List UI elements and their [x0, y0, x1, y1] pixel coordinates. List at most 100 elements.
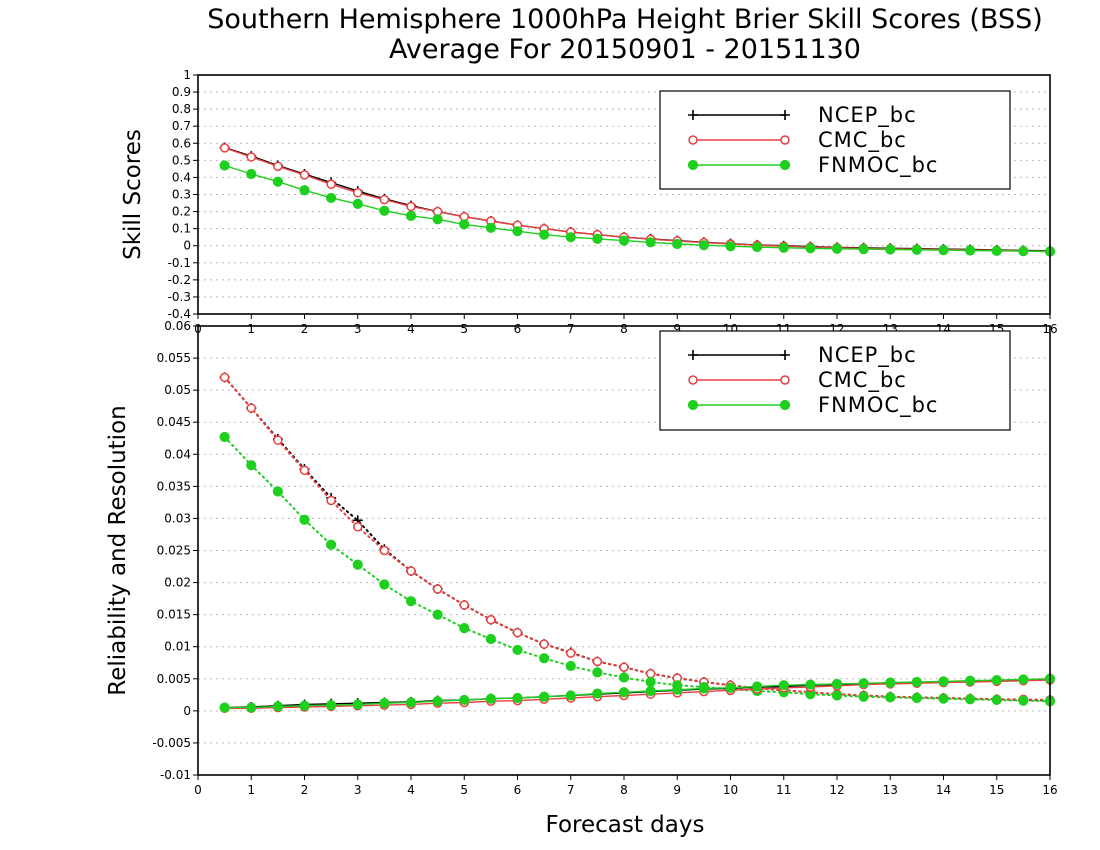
- data-point: [698, 240, 709, 251]
- data-point: [379, 579, 390, 590]
- x-tick-label: 3: [354, 322, 362, 336]
- data-point: [485, 222, 496, 233]
- data-point: [566, 648, 576, 658]
- legend-label: NCEP_bc: [818, 343, 917, 368]
- x-tick-label: 7: [567, 783, 575, 797]
- legend-label: FNMOC_bc: [818, 153, 938, 178]
- y-tick-label: 0.5: [172, 153, 191, 167]
- data-point: [512, 644, 523, 656]
- x-tick-label: 0: [194, 783, 202, 797]
- x-tick-label: 7: [567, 322, 575, 336]
- x-tick-label: 1: [247, 783, 255, 797]
- data-point: [725, 682, 736, 693]
- data-point: [618, 687, 630, 698]
- y-tick-label: 0.025: [157, 544, 191, 558]
- data-point: [299, 170, 310, 180]
- y-tick-label: 1: [183, 68, 191, 82]
- data-point: [272, 701, 283, 712]
- series-line: [223, 436, 1051, 703]
- data-point: [219, 372, 230, 383]
- data-point: [326, 539, 337, 550]
- y-tick-label: 0.005: [157, 672, 191, 686]
- y-tick-label: 0.055: [157, 351, 191, 365]
- data-point: [273, 435, 283, 445]
- chart-title-line1: Southern Hemisphere 1000hPa Height Brier…: [207, 4, 1043, 35]
- x-tick-label: 9: [673, 322, 681, 336]
- x-tick-label: 9: [673, 783, 681, 797]
- data-point: [965, 675, 976, 686]
- x-tick-label: 10: [723, 783, 738, 797]
- data-point: [485, 633, 496, 645]
- chart-title-line2: Average For 20150901 - 20151130: [389, 34, 861, 65]
- data-point: [432, 214, 443, 225]
- data-point: [512, 692, 523, 704]
- data-point: [911, 244, 922, 255]
- data-point: [805, 243, 816, 254]
- y-tick-label: 0.04: [164, 447, 191, 461]
- data-point: [938, 676, 949, 687]
- data-point: [379, 194, 390, 205]
- data-point: [539, 691, 550, 702]
- data-point: [831, 690, 843, 701]
- data-point: [592, 688, 603, 699]
- y-tick-label: 0.05: [164, 383, 191, 397]
- x-tick-label: 6: [514, 322, 522, 336]
- data-point: [752, 681, 763, 692]
- data-point: [432, 696, 443, 707]
- data-point: [805, 679, 816, 690]
- data-point: [618, 235, 630, 246]
- data-point: [752, 241, 763, 253]
- y-axis-label: Skill Scores: [120, 129, 146, 260]
- x-tick-label: 8: [620, 783, 628, 797]
- legend-marker: [780, 375, 790, 385]
- data-point: [512, 226, 523, 237]
- skill-scores-panel: -0.4 -0.3 -0.2 -0.1 0 0.1 0.2 0.3 0.4 0.5 0.6 0.7 0.…: [120, 68, 1058, 336]
- y-tick-label: 0.7: [172, 119, 191, 133]
- data-point: [858, 691, 869, 702]
- data-point: [459, 600, 469, 610]
- data-point: [379, 698, 390, 709]
- data-point: [672, 238, 683, 250]
- y-tick-label: 0.03: [164, 511, 191, 525]
- x-tick-label: 4: [407, 783, 415, 797]
- x-tick-label: 12: [829, 783, 844, 797]
- data-point: [645, 668, 656, 679]
- data-point: [858, 678, 869, 689]
- x-tick-label: 5: [460, 322, 468, 336]
- data-point: [246, 702, 257, 713]
- legend-marker: [688, 375, 698, 385]
- data-point: [299, 185, 310, 196]
- data-point: [1018, 674, 1029, 685]
- y-tick-label: 0: [183, 239, 191, 253]
- data-point: [672, 684, 683, 695]
- legend-marker: [687, 399, 699, 411]
- data-point: [619, 662, 629, 672]
- x-tick-label: 2: [301, 783, 309, 797]
- legend-marker: [780, 350, 790, 360]
- data-point: [405, 596, 417, 607]
- data-point: [1018, 246, 1029, 257]
- data-point: [273, 161, 283, 172]
- legend-marker: [780, 135, 790, 145]
- y-tick-label: 0.9: [172, 85, 191, 99]
- data-point: [565, 690, 576, 701]
- x-tick-label: 13: [883, 783, 898, 797]
- data-point: [885, 244, 896, 255]
- legend-label: CMC_bc: [818, 128, 907, 153]
- data-point: [353, 522, 363, 532]
- data-point: [352, 198, 363, 209]
- series-fnmoc-bc-resolution: [219, 673, 1056, 713]
- x-tick-label: 11: [776, 783, 791, 797]
- data-point: [965, 245, 976, 256]
- data-point: [219, 431, 230, 443]
- data-point: [379, 545, 390, 556]
- y-tick-label: -0.01: [160, 768, 191, 782]
- series-line: [223, 376, 1051, 701]
- data-point: [725, 241, 736, 252]
- data-point: [405, 697, 417, 708]
- data-point: [459, 219, 470, 230]
- data-point: [219, 143, 230, 153]
- reliability-resolution-panel: -0.01 -0.005 0 0.005 0.01 0.015 0.02 0.025 0.03 0…: [105, 319, 1058, 797]
